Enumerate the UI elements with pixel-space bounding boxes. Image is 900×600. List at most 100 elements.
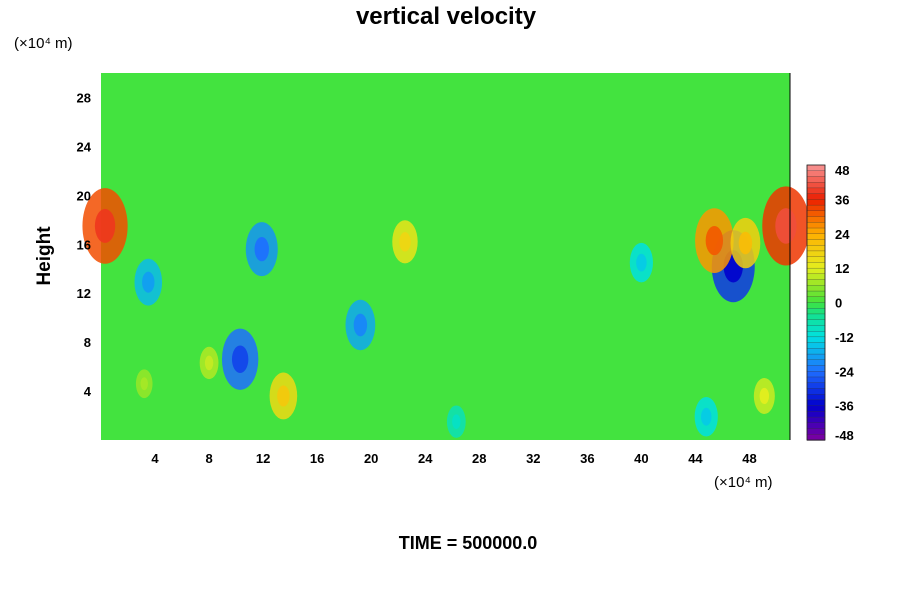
colorbar-segment xyxy=(806,279,826,286)
colorbar-frame xyxy=(806,164,826,441)
field-feature-core-13 xyxy=(759,387,770,405)
x-unit-label: (×10⁴ m) xyxy=(714,474,773,491)
colorbar-segment xyxy=(806,388,826,395)
field-feature-core-7 xyxy=(254,237,269,262)
colorbar-segment xyxy=(806,382,826,390)
y-axis-label: Height xyxy=(34,226,55,286)
colorbar-segment xyxy=(806,308,826,315)
y-tick-label: 12 xyxy=(77,286,91,301)
colorbar-segment xyxy=(806,216,826,223)
field-feature-core-9 xyxy=(353,313,368,337)
colorbar-segment xyxy=(806,273,826,281)
y-tick-label: 8 xyxy=(84,335,91,350)
field-feature-core-6 xyxy=(231,345,249,374)
field-feature-core-12 xyxy=(636,253,647,272)
field-feature-core-14 xyxy=(701,407,712,426)
colorbar-tick-label: 36 xyxy=(835,192,849,207)
field-feature-core-16 xyxy=(140,377,148,391)
colorbar-segment xyxy=(806,319,826,327)
y-axis: 4 8 12 16 20 24 28 xyxy=(77,90,92,399)
colorbar-tick-label: 24 xyxy=(835,227,850,242)
x-tick-label: 16 xyxy=(310,451,324,466)
colorbar-segment xyxy=(806,336,826,344)
field-feature-core-17 xyxy=(452,414,461,429)
colorbar-segment xyxy=(806,376,826,384)
colorbar-segment xyxy=(806,256,826,264)
colorbar-segment xyxy=(806,348,826,355)
colorbar-segment xyxy=(806,204,826,212)
chart-title: vertical velocity xyxy=(356,3,537,30)
field-feature-core-8 xyxy=(142,271,155,293)
colorbar-segment xyxy=(806,434,826,441)
colorbar-segment xyxy=(806,428,826,435)
colorbar-segment xyxy=(806,416,826,424)
x-tick-label: 40 xyxy=(634,451,648,466)
colorbar-segment xyxy=(806,290,826,298)
colorbar-segment xyxy=(806,227,826,235)
velocity-field xyxy=(82,186,810,438)
colorbar-segment xyxy=(806,210,826,218)
colorbar-segment xyxy=(806,422,826,430)
field-feature-core-1 xyxy=(94,208,116,243)
colorbar-segment xyxy=(806,182,826,189)
x-tick-label: 8 xyxy=(205,451,212,466)
colorbar-segment xyxy=(806,365,826,372)
colorbar-segment xyxy=(806,330,826,338)
plot-background xyxy=(101,73,790,440)
y-tick-label: 16 xyxy=(77,237,91,252)
colorbar-segment xyxy=(806,170,826,178)
colorbar-tick-label: -24 xyxy=(835,364,855,379)
y-tick-label: 4 xyxy=(84,384,92,399)
colorbar-segment xyxy=(806,405,826,413)
colorbar-segment xyxy=(806,239,826,246)
plot-area xyxy=(82,73,810,440)
colorbar-segment xyxy=(806,302,826,309)
colorbar-segment xyxy=(806,296,826,304)
field-feature-core-4 xyxy=(705,226,724,256)
colorbar-segment xyxy=(806,222,826,229)
colorbar-segment xyxy=(806,353,826,361)
x-axis: 4 8 12 16 20 24 28 32 36 40 44 48 xyxy=(151,451,756,466)
x-tick-label: 48 xyxy=(742,451,756,466)
colorbar-segment xyxy=(806,164,826,172)
colorbar-tick-label: -36 xyxy=(835,399,854,414)
y-tick-label: 28 xyxy=(77,90,91,105)
colorbar: 48 36 24 12 0 -12 -24 -36 -48 xyxy=(806,163,855,443)
field-feature-core-15 xyxy=(204,355,214,371)
field-feature-core-11 xyxy=(399,232,411,252)
x-tick-label: 44 xyxy=(688,451,703,466)
colorbar-segment xyxy=(806,250,826,258)
field-feature-core-2 xyxy=(775,208,797,244)
x-tick-label: 20 xyxy=(364,451,378,466)
x-tick-label: 24 xyxy=(418,451,433,466)
colorbar-segment xyxy=(806,411,826,418)
colorbar-tick-label: 12 xyxy=(835,261,849,276)
colorbar-segment xyxy=(806,233,826,241)
colorbar-segment xyxy=(806,267,826,275)
colorbar-segment xyxy=(806,187,826,195)
y-unit-label: (×10⁴ m) xyxy=(14,35,73,52)
colorbar-segment xyxy=(806,193,826,201)
colorbar-segment xyxy=(806,199,826,206)
x-tick-label: 28 xyxy=(472,451,486,466)
time-label: TIME = 500000.0 xyxy=(399,533,538,553)
field-feature-core-5 xyxy=(738,231,753,255)
colorbar-segment xyxy=(806,359,826,367)
x-tick-label: 32 xyxy=(526,451,540,466)
colorbar-segment xyxy=(806,285,826,292)
x-tick-label: 12 xyxy=(256,451,270,466)
y-tick-label: 20 xyxy=(77,188,91,203)
x-tick-label: 36 xyxy=(580,451,594,466)
colorbar-tick-label: 0 xyxy=(835,296,842,311)
colorbar-segment xyxy=(806,176,826,183)
field-feature-core-10 xyxy=(277,385,290,407)
colorbar-segment xyxy=(806,245,826,252)
colorbar-tick-label: -48 xyxy=(835,428,854,443)
colorbar-segment xyxy=(806,262,826,269)
colorbar-segment xyxy=(806,313,826,321)
colorbar-segment xyxy=(806,399,826,407)
colorbar-tick-label: -12 xyxy=(835,330,854,345)
colorbar-segment xyxy=(806,342,826,349)
colorbar-segment xyxy=(806,325,826,332)
